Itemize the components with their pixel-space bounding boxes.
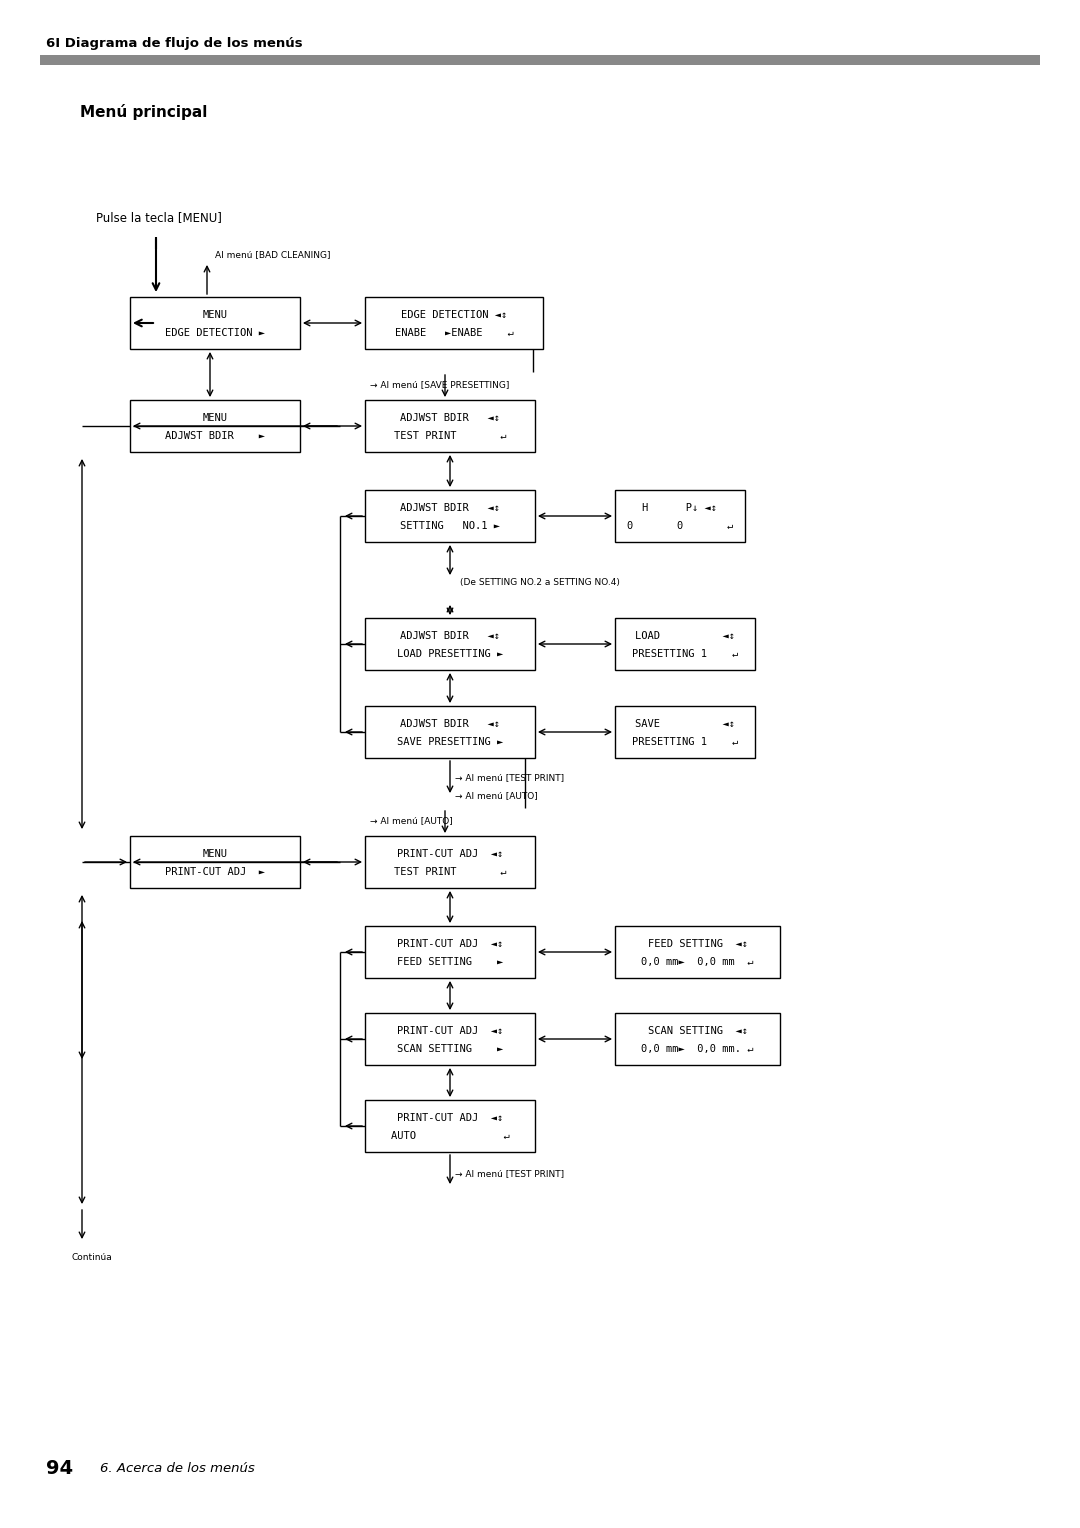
Text: Menú principal: Menú principal [80, 104, 207, 121]
Text: ADJWST BDIR   ◄↕: ADJWST BDIR ◄↕ [400, 413, 500, 423]
Text: 6. Acerca de los menús: 6. Acerca de los menús [100, 1461, 255, 1475]
Text: H      P↓ ◄↕: H P↓ ◄↕ [643, 503, 717, 513]
Text: 6I Diagrama de flujo de los menús: 6I Diagrama de flujo de los menús [46, 38, 302, 50]
Bar [365, 926, 535, 978]
Text: PRINT-CUT ADJ  ►: PRINT-CUT ADJ ► [165, 868, 265, 877]
Bar [130, 400, 300, 452]
Text: TEST PRINT       ↵: TEST PRINT ↵ [394, 868, 507, 877]
Bar [130, 296, 300, 348]
Bar [615, 926, 780, 978]
Text: MENU: MENU [203, 310, 228, 319]
Bar [615, 617, 755, 669]
Bar [365, 836, 535, 888]
Bar [365, 706, 535, 758]
Text: 0,0 mm►  0,0 mm  ↵: 0,0 mm► 0,0 mm ↵ [642, 958, 754, 967]
Text: PRINT-CUT ADJ  ◄↕: PRINT-CUT ADJ ◄↕ [396, 848, 503, 859]
Text: → Al menú [AUTO]: → Al menú [AUTO] [370, 816, 453, 825]
Text: → Al menú [TEST PRINT]: → Al menú [TEST PRINT] [455, 773, 564, 782]
Text: FEED SETTING  ◄↕: FEED SETTING ◄↕ [648, 938, 747, 949]
Text: LOAD          ◄↕: LOAD ◄↕ [635, 631, 735, 640]
Text: 94: 94 [46, 1459, 73, 1478]
Text: PRINT-CUT ADJ  ◄↕: PRINT-CUT ADJ ◄↕ [396, 1112, 503, 1123]
Bar [365, 400, 535, 452]
Text: MENU: MENU [203, 413, 228, 423]
Text: EDGE DETECTION ◄↕: EDGE DETECTION ◄↕ [401, 310, 508, 319]
Text: Al menú [BAD CLEANING]: Al menú [BAD CLEANING] [215, 251, 330, 260]
Text: Continúa: Continúa [72, 1253, 112, 1262]
Bar [615, 490, 745, 542]
Text: PRINT-CUT ADJ  ◄↕: PRINT-CUT ADJ ◄↕ [396, 1025, 503, 1036]
Text: SAVE PRESETTING ►: SAVE PRESETTING ► [396, 738, 503, 747]
Text: EDGE DETECTION ►: EDGE DETECTION ► [165, 329, 265, 338]
Text: (De SETTING NO.2 a SETTING NO.4): (De SETTING NO.2 a SETTING NO.4) [460, 578, 620, 587]
Bar [365, 617, 535, 669]
Bar [365, 296, 543, 348]
Text: FEED SETTING    ►: FEED SETTING ► [396, 958, 503, 967]
Bar [365, 1013, 535, 1065]
Text: ADJWST BDIR   ◄↕: ADJWST BDIR ◄↕ [400, 631, 500, 640]
Text: SCAN SETTING  ◄↕: SCAN SETTING ◄↕ [648, 1025, 747, 1036]
Text: → Al menú [AUTO]: → Al menú [AUTO] [455, 792, 538, 801]
Text: 0,0 mm►  0,0 mm. ↵: 0,0 mm► 0,0 mm. ↵ [642, 1045, 754, 1054]
Text: → Al menú [TEST PRINT]: → Al menú [TEST PRINT] [455, 1169, 564, 1178]
Text: PRESETTING 1    ↵: PRESETTING 1 ↵ [632, 738, 738, 747]
Text: ENABE   ►ENABE    ↵: ENABE ►ENABE ↵ [394, 329, 513, 338]
Text: SCAN SETTING    ►: SCAN SETTING ► [396, 1045, 503, 1054]
Text: LOAD PRESETTING ►: LOAD PRESETTING ► [396, 649, 503, 660]
Bar [365, 1100, 535, 1152]
Text: AUTO              ↵: AUTO ↵ [391, 1131, 510, 1141]
Text: PRINT-CUT ADJ  ◄↕: PRINT-CUT ADJ ◄↕ [396, 938, 503, 949]
Bar [40, 55, 1040, 66]
Text: Pulse la tecla [MENU]: Pulse la tecla [MENU] [96, 211, 221, 225]
Bar [365, 490, 535, 542]
Text: SETTING   NO.1 ►: SETTING NO.1 ► [400, 521, 500, 532]
Text: 0       0       ↵: 0 0 ↵ [626, 521, 733, 532]
Text: ADJWST BDIR    ►: ADJWST BDIR ► [165, 431, 265, 442]
Text: MENU: MENU [203, 848, 228, 859]
Text: ADJWST BDIR   ◄↕: ADJWST BDIR ◄↕ [400, 503, 500, 513]
Text: → Al menú [SAVE PRESETTING]: → Al menú [SAVE PRESETTING] [370, 380, 510, 390]
Text: ADJWST BDIR   ◄↕: ADJWST BDIR ◄↕ [400, 718, 500, 729]
Text: PRESETTING 1    ↵: PRESETTING 1 ↵ [632, 649, 738, 660]
Bar [130, 836, 300, 888]
Text: SAVE          ◄↕: SAVE ◄↕ [635, 718, 735, 729]
Text: TEST PRINT       ↵: TEST PRINT ↵ [394, 431, 507, 442]
Bar [615, 706, 755, 758]
Bar [615, 1013, 780, 1065]
